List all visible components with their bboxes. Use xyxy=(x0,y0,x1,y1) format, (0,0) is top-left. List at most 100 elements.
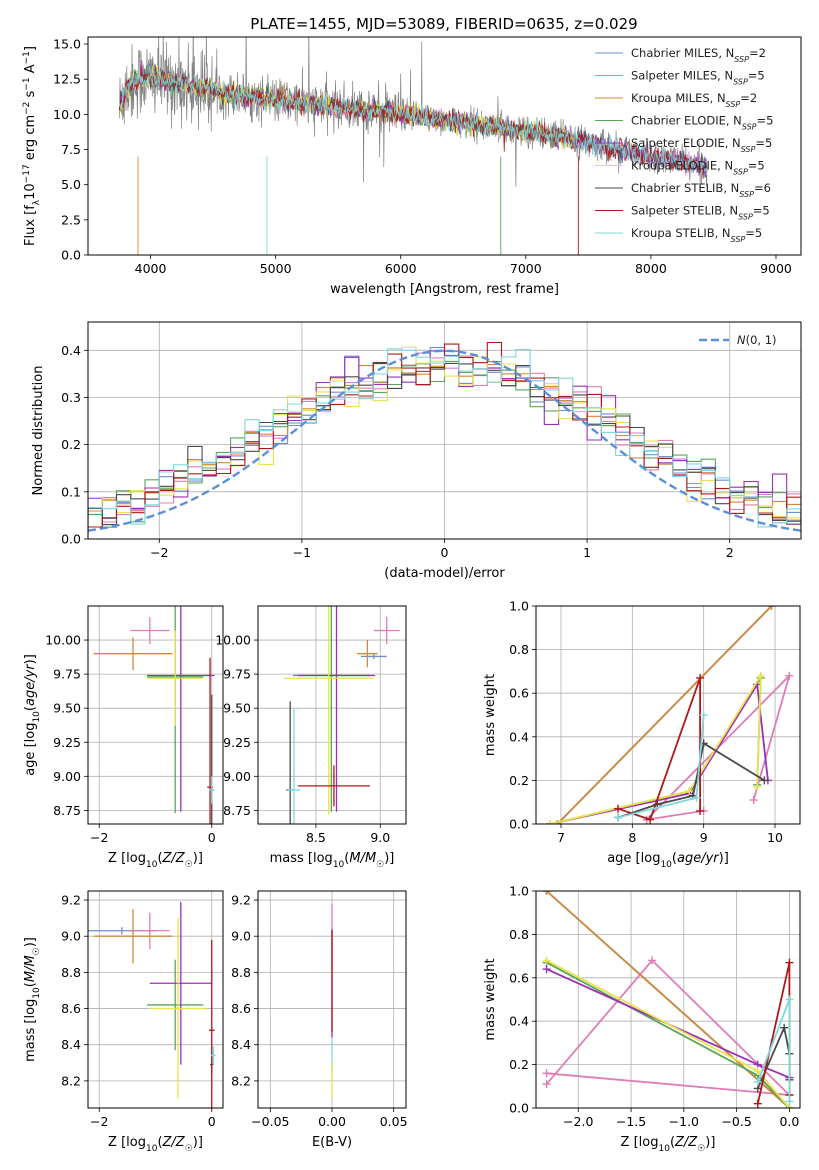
legend-text: Kroupa STELIB, N xyxy=(631,226,731,240)
label-part: E(B-V) xyxy=(312,1135,352,1150)
y-tick-label: 0.4 xyxy=(509,729,529,744)
legend-text: Chabrier STELIB, N xyxy=(631,181,739,195)
age-vs-mass-panel: 8.5 9.0 8.75 9.00 9.25 9.50 9.75 10.00 mass [log… xyxy=(215,605,407,870)
label-part: 10 xyxy=(660,860,672,870)
weight-lines xyxy=(542,891,794,1108)
label-part: 10 xyxy=(23,183,38,200)
y-tick-label: 9.75 xyxy=(53,667,81,682)
label-part: s xyxy=(23,90,38,101)
x-tick-label: −2 xyxy=(150,545,168,560)
legend-text: =5 xyxy=(753,204,770,218)
axes-frame xyxy=(535,890,801,1109)
label-part: ( xyxy=(672,851,677,866)
x-tick-label: 5000 xyxy=(260,261,292,276)
legend-entry: Kroupa STELIB, NSSP=5 xyxy=(631,226,762,244)
spectrum-lines xyxy=(118,37,708,255)
legend-text: Chabrier ELODIE, N xyxy=(631,114,742,128)
x-tick-label: 6000 xyxy=(385,261,417,276)
x-tick-label: 8.5 xyxy=(306,830,326,845)
axes-frame xyxy=(87,321,802,540)
legend-text: =5 xyxy=(757,114,774,128)
label-part: −2 xyxy=(22,102,32,115)
legend-entry: Salpeter STELIB, NSSP=5 xyxy=(631,204,770,222)
x-tick-label: 10 xyxy=(767,830,783,845)
axes-frame xyxy=(535,605,801,825)
x-tick-label: 7 xyxy=(557,830,565,845)
x-tick-label: 9.0 xyxy=(370,830,390,845)
label-part: Flux [f xyxy=(23,205,38,246)
x-tick-label: 8000 xyxy=(635,261,667,276)
y-tick-label: 0.3 xyxy=(61,390,81,405)
y-tick-label: 1.0 xyxy=(509,884,529,899)
weight-line xyxy=(546,961,791,1108)
label-part: )] xyxy=(193,851,203,866)
y-tick-label: 9.25 xyxy=(223,735,251,750)
label-part: (data-model)/error xyxy=(384,566,505,581)
label-part: 10 xyxy=(658,1144,670,1154)
x-tick-label: 0 xyxy=(441,545,449,560)
weight-line xyxy=(545,959,792,1097)
axes-frame xyxy=(257,890,407,1109)
legend-sub: SSP xyxy=(733,77,748,86)
y-tick-label: 8.4 xyxy=(231,1037,251,1052)
label-part: Normed distribution xyxy=(31,366,46,496)
y-axis-label: mass [log10(M/M☉)] xyxy=(23,937,42,1062)
residual-histogram-line xyxy=(88,348,801,528)
y-tick-label: 0.2 xyxy=(509,773,529,788)
x-axis-label: Z [log10(Z/Z☉)] xyxy=(621,1135,716,1154)
label-part: ( xyxy=(23,706,38,711)
weight-line xyxy=(617,714,705,819)
errorbar-group xyxy=(88,901,217,1108)
x-tick-label: −1.5 xyxy=(616,1114,646,1129)
label-part: mass weight xyxy=(483,674,498,756)
weight-line xyxy=(550,672,762,824)
x-tick-label: 4000 xyxy=(135,261,167,276)
x-tick-label: −0.5 xyxy=(721,1114,751,1129)
y-tick-label: 0.4 xyxy=(509,1014,529,1029)
axes-frame xyxy=(87,605,224,825)
legend-sub: SSP xyxy=(733,167,748,176)
label-part: A xyxy=(23,64,38,77)
y-tick-label: 8.2 xyxy=(61,1073,81,1088)
y-tick-label: 0.6 xyxy=(509,686,529,701)
label-part: ☉ xyxy=(32,947,42,955)
label-part: ☉ xyxy=(185,1144,193,1154)
label-part: ☉ xyxy=(697,1144,705,1154)
y-tick-label: 15.0 xyxy=(53,37,81,52)
y-tick-label: 8.6 xyxy=(61,1001,81,1016)
weight-lines xyxy=(546,606,794,824)
y-axis-label: age [log10(age/yr)] xyxy=(23,654,42,776)
y-tick-label: 9.25 xyxy=(53,735,81,750)
y-tick-label: 12.5 xyxy=(53,72,81,87)
legend-entry: Kroupa MILES, NSSP=2 xyxy=(631,91,757,109)
legend-sub: SSP xyxy=(742,122,757,131)
label-part: 10 xyxy=(32,711,42,723)
label-part: )] xyxy=(384,851,394,866)
y-axis-label: mass weight xyxy=(483,674,498,756)
legend-entry: Chabrier MILES, NSSP=2 xyxy=(631,46,766,64)
model-spectrum-line xyxy=(118,66,708,175)
y-tick-label: 9.0 xyxy=(61,929,81,944)
x-axis-label: E(B-V) xyxy=(312,1135,352,1150)
x-tick-label: −2.0 xyxy=(563,1114,593,1129)
label-part: Z/Z xyxy=(162,1135,186,1150)
y-tick-label: 9.2 xyxy=(231,893,251,908)
x-axis-label: age [log10(age/yr)] xyxy=(607,851,729,870)
y-tick-label: 7.5 xyxy=(61,142,81,157)
label-part: Z [log xyxy=(108,1135,146,1150)
y-axis-label: Normed distribution xyxy=(31,366,46,496)
y-tick-label: 9.50 xyxy=(53,701,81,716)
legend-text: (0, 1) xyxy=(746,333,777,347)
weight-line xyxy=(556,606,773,824)
y-tick-label: 0.2 xyxy=(61,437,81,452)
legend-sub: SSP xyxy=(738,212,753,221)
legend-text: =5 xyxy=(745,226,762,240)
label-part: )] xyxy=(23,654,38,664)
x-tick-label: 1 xyxy=(583,545,591,560)
y-tick-label: 8.8 xyxy=(61,965,81,980)
label-part: mass weight xyxy=(483,958,498,1040)
x-tick-label: 0.05 xyxy=(380,1114,408,1129)
normal-reference-line xyxy=(88,349,801,532)
x-axis-label: Z [log10(Z/Z☉)] xyxy=(108,1135,203,1154)
y-tick-label: 9.2 xyxy=(61,893,81,908)
